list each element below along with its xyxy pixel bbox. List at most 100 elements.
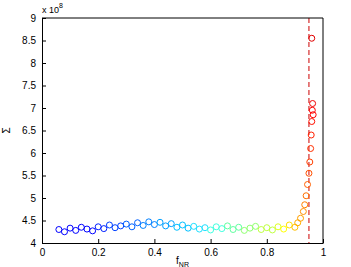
point — [73, 227, 79, 233]
tick: 5 — [30, 193, 46, 204]
point — [308, 132, 314, 138]
point — [303, 193, 309, 199]
tick-mark — [42, 153, 46, 154]
tick-label: 6.5 — [22, 125, 36, 136]
point — [300, 209, 306, 215]
point — [202, 225, 208, 231]
point — [258, 227, 264, 233]
marks — [56, 18, 316, 243]
tick: 8 — [30, 58, 46, 69]
x-axis: 00.20.40.60.81 — [40, 239, 327, 258]
point — [95, 224, 101, 230]
tick-label: 8.5 — [22, 35, 36, 46]
tick-label: 4.5 — [22, 215, 36, 226]
tick-mark — [42, 63, 46, 64]
point — [129, 224, 135, 230]
tick: 6.5 — [22, 125, 46, 136]
tick: 8.5 — [22, 35, 46, 46]
point — [236, 224, 242, 230]
y-axis: 4 4.5 5 5.5 6 6.5 7 7.5 8 8.5 9 — [22, 13, 46, 249]
point — [90, 228, 96, 234]
point — [146, 219, 152, 225]
plot: 00.20.40.60.8144.555.566.577.588.59 — [22, 13, 327, 258]
x-axis-label-subscript: NR — [179, 261, 189, 267]
point — [269, 227, 275, 233]
point — [302, 202, 308, 208]
point — [78, 224, 84, 230]
point — [241, 227, 247, 233]
point — [298, 215, 304, 221]
point — [112, 225, 118, 231]
tick: 0.2 — [92, 239, 106, 258]
tick: 0.4 — [148, 239, 162, 258]
point — [106, 222, 112, 228]
axis-line — [43, 243, 324, 244]
point — [135, 220, 141, 226]
point — [253, 223, 259, 229]
tick: 4.5 — [22, 215, 46, 226]
tick: 7 — [30, 103, 46, 114]
point — [213, 224, 219, 230]
tick-label: 4 — [30, 238, 36, 249]
point — [275, 224, 281, 230]
point — [208, 227, 214, 233]
tick-label: 7.5 — [22, 80, 36, 91]
tick-mark — [154, 239, 155, 243]
tick-label: 7 — [30, 103, 36, 114]
tick-label: 1 — [321, 247, 327, 258]
point — [247, 225, 253, 231]
tick: 6 — [30, 148, 46, 159]
tick-mark — [42, 41, 46, 42]
tick-mark — [42, 221, 46, 222]
tick-label: 0.6 — [204, 247, 218, 258]
frame — [323, 18, 324, 243]
point — [163, 223, 169, 229]
point — [56, 227, 62, 233]
tick-mark — [42, 176, 46, 177]
tick-mark — [42, 198, 46, 199]
point — [123, 221, 129, 227]
tick-mark — [211, 239, 212, 243]
point — [140, 222, 146, 228]
plot-background — [42, 18, 323, 243]
point — [84, 226, 90, 232]
point — [196, 226, 202, 232]
point — [309, 35, 315, 41]
point — [281, 226, 287, 232]
chart: 00.20.40.60.8144.555.566.577.588.59fNRΣx… — [0, 0, 351, 267]
tick: 4 — [30, 238, 46, 249]
point — [230, 227, 236, 233]
y-axis-label: Σ — [1, 127, 12, 133]
point — [310, 101, 316, 107]
tick: 5.5 — [22, 170, 46, 181]
point — [191, 223, 197, 229]
reference-line — [308, 18, 309, 243]
tick: 1 — [321, 239, 327, 258]
point — [224, 223, 230, 229]
tick-mark — [267, 239, 268, 243]
tick: 7.5 — [22, 80, 46, 91]
tick-label: 9 — [30, 13, 36, 24]
point — [307, 159, 313, 165]
point — [308, 146, 314, 152]
tick-mark — [42, 243, 46, 244]
frame — [42, 18, 323, 19]
point — [219, 226, 225, 232]
annotation-text: x 10 — [42, 5, 59, 15]
tick-label: 0.4 — [148, 247, 162, 258]
point — [310, 112, 316, 118]
point — [67, 225, 73, 231]
tick-label: 0.2 — [92, 247, 106, 258]
tick-label: 0.8 — [260, 247, 274, 258]
point — [305, 182, 311, 188]
point — [151, 222, 157, 228]
tick-mark — [42, 131, 46, 132]
point — [168, 221, 174, 227]
annotation-superscript: 8 — [59, 2, 63, 9]
tick-label: 5.5 — [22, 170, 36, 181]
point — [61, 229, 67, 235]
tick-mark — [42, 108, 46, 109]
point — [286, 222, 292, 228]
x-axis-label: fNR — [176, 255, 189, 267]
tick-mark — [98, 239, 99, 243]
